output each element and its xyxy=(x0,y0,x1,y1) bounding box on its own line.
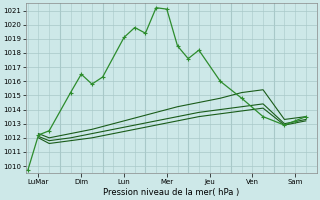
X-axis label: Pression niveau de la mer( hPa ): Pression niveau de la mer( hPa ) xyxy=(103,188,239,197)
